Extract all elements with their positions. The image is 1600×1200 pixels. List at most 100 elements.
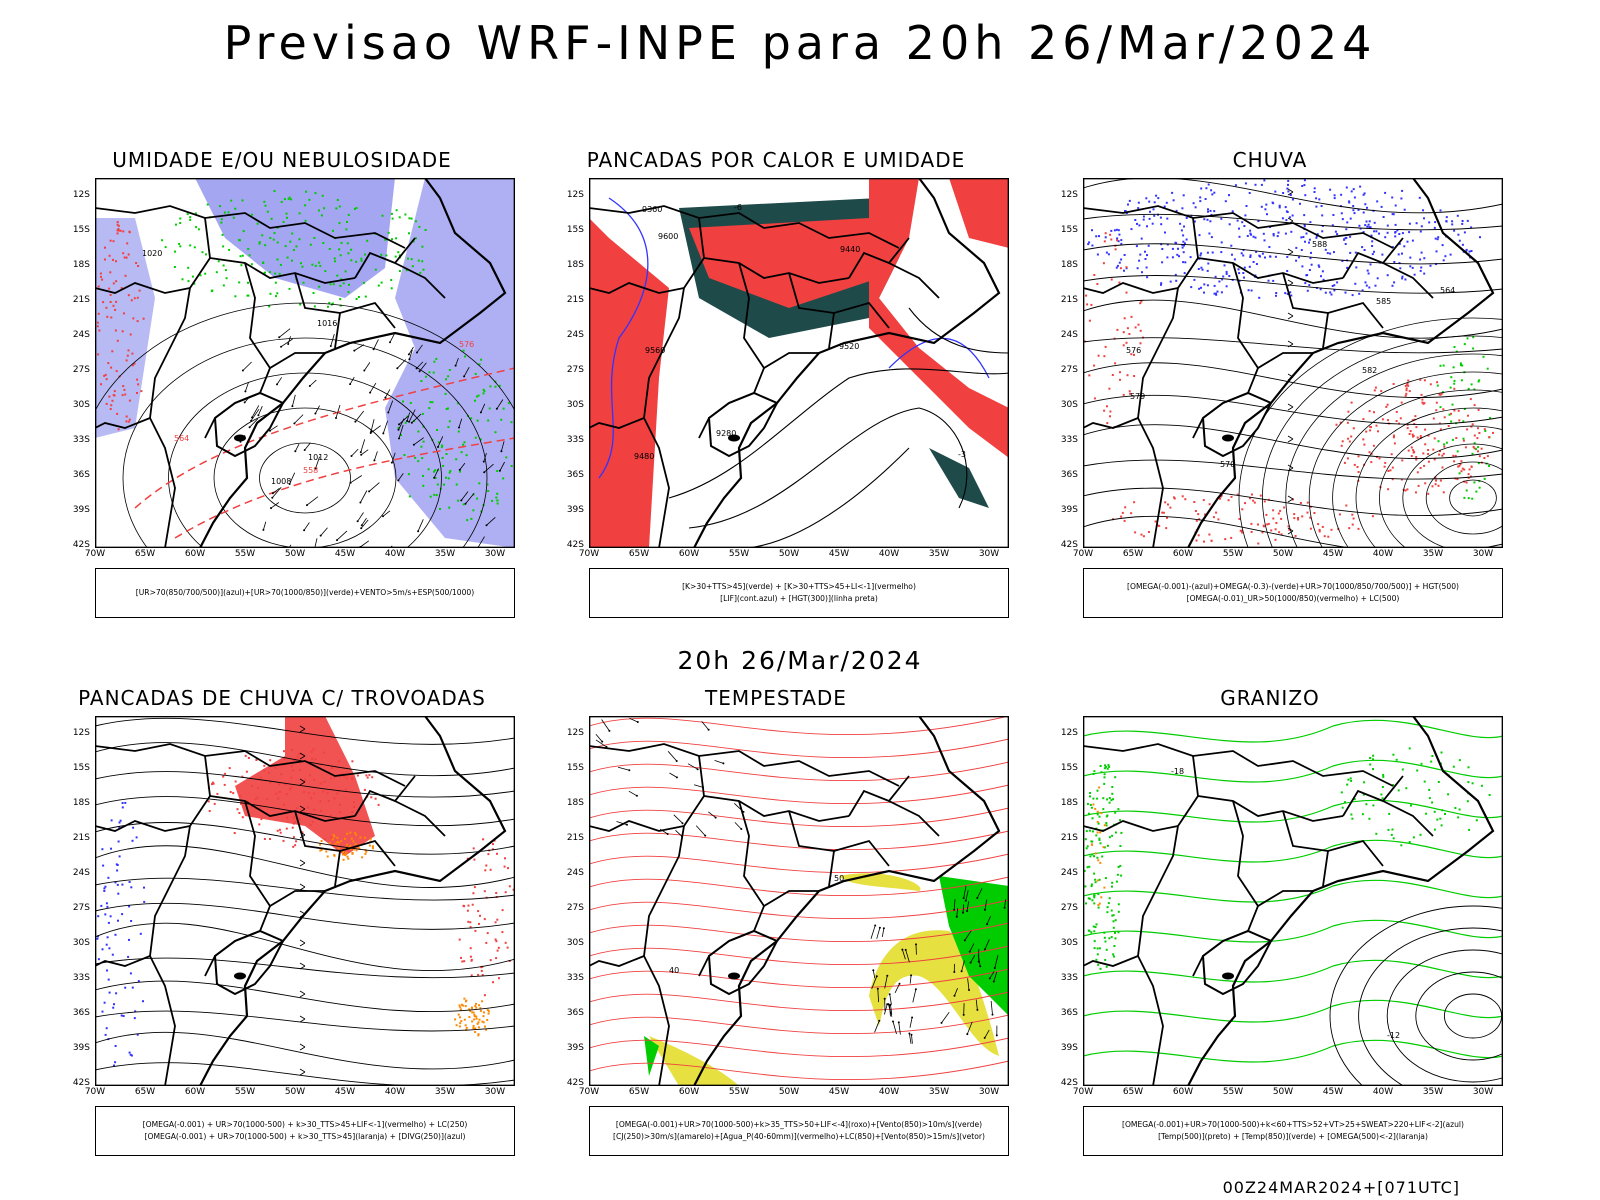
main-title: Previsao WRF-INPE para 20h 26/Mar/2024 <box>223 16 1377 70</box>
legend-line: [OMEGA(-0.001)+UR>70(1000-500)+k<60+TTS>… <box>1121 1120 1464 1129</box>
lat-tick-label: 24S <box>72 868 90 878</box>
panel-legend: [K>30+TTS>45](verde) + [K>30+TTS>45+LI<-… <box>589 568 1009 618</box>
lon-tick-label: 40W <box>384 1087 406 1097</box>
lon-tick-label: 70W <box>1072 549 1094 559</box>
lat-tick-label: 24S <box>1060 330 1078 340</box>
map-fields <box>95 716 515 1086</box>
lon-tick-label: 30W <box>978 549 1000 559</box>
legend-line: [K>30+TTS>45](verde) + [K>30+TTS>45+LI<-… <box>682 582 916 591</box>
lat-tick-label: 15S <box>566 225 584 235</box>
lat-tick-label: 39S <box>72 1043 90 1053</box>
lat-tick-label: 24S <box>566 330 584 340</box>
lat-tick-label: 30S <box>72 400 90 410</box>
lat-tick-label: 21S <box>72 833 90 843</box>
legend-line: [OMEGA(-0.001)+UR>70(1000-500)+k>35_TTS>… <box>615 1120 983 1129</box>
coastline-borders <box>589 178 1001 548</box>
lat-tick-label: 39S <box>566 505 584 515</box>
lon-tick-label: 45W <box>828 549 850 559</box>
contour-label: 588 <box>1312 240 1327 249</box>
lon-tick-label: 45W <box>334 1087 356 1097</box>
contour-label: 570 <box>1220 460 1235 469</box>
coastline-borders <box>95 178 507 548</box>
lon-tick-label: 60W <box>184 1087 206 1097</box>
map-fields <box>589 716 1009 1086</box>
panel-umidade: UMIDADE E/OU NEBULOSIDADE 12S 15S 18S 21S 24S… <box>62 148 515 628</box>
lat-tick-label: 36S <box>1060 1008 1078 1018</box>
lat-tick-label: 27S <box>566 903 584 913</box>
lat-tick-label: 21S <box>1060 295 1078 305</box>
lon-tick-label: 35W <box>434 549 456 559</box>
contour-label: 582 <box>1362 366 1377 375</box>
lon-tick-label: 70W <box>578 1087 600 1097</box>
lat-tick-label: 27S <box>1060 903 1078 913</box>
contour-label: 9520 <box>839 342 859 351</box>
coastline-borders <box>1083 178 1495 548</box>
panel-chuva: CHUVA 12S 15S 18S 21S 24S 27S 30S 33S 36S 39S 42S 70… <box>1050 148 1503 628</box>
map-frame <box>95 716 515 1086</box>
lat-tick-label: 15S <box>72 763 90 773</box>
contour-label: 9280 <box>716 429 736 438</box>
lat-tick-label: 27S <box>72 365 90 375</box>
lon-tick-label: 50W <box>284 549 306 559</box>
lon-tick-label: 55W <box>234 1087 256 1097</box>
contour-label: 1016 <box>317 319 337 328</box>
lat-tick-label: 21S <box>566 833 584 843</box>
lon-tick-label: 50W <box>778 1087 800 1097</box>
lon-tick-label: 40W <box>1372 549 1394 559</box>
valid-time-title: 20h 26/Mar/2024 <box>677 646 923 675</box>
lon-tick-label: 30W <box>484 549 506 559</box>
map-chuva: 585 588 582 576 570 564 579 <box>1083 178 1503 548</box>
map-fields <box>95 178 515 548</box>
lat-tick-label: 18S <box>566 260 584 270</box>
panel-legend: [OMEGA(-0.001) + UR>70(1000-500) + k>30_… <box>95 1106 515 1156</box>
lon-tick-label: 45W <box>828 1087 850 1097</box>
lat-tick-label: 36S <box>1060 470 1078 480</box>
lat-tick-label: 39S <box>72 505 90 515</box>
legend-line: [CJ(250)>30m/s](amarelo)+[Agua_P(40-60mm… <box>613 1132 985 1141</box>
panel-pancadas-calor: PANCADAS POR CALOR E UMIDADE 12S 15S 18S 21S… <box>556 148 1009 628</box>
panel-title: CHUVA <box>1232 148 1308 172</box>
contour-label: 1008 <box>271 477 291 486</box>
lat-tick-label: 42S <box>566 1078 584 1088</box>
lon-tick-label: 55W <box>728 549 750 559</box>
lon-tick-label: 35W <box>928 1087 950 1097</box>
lat-tick-label: 33S <box>566 435 584 445</box>
panel-legend: [OMEGA(-0.001)+UR>70(1000-500)+k>35_TTS>… <box>589 1106 1009 1156</box>
lon-tick-label: 55W <box>234 549 256 559</box>
contour-label: 576 <box>1126 346 1141 355</box>
lon-tick-label: 55W <box>1222 1087 1244 1097</box>
legend-line: [OMEGA(-0.001) + UR>70(1000-500) + k>30_… <box>144 1132 466 1141</box>
lon-tick-label: 40W <box>878 549 900 559</box>
lat-tick-label: 27S <box>566 365 584 375</box>
contour-label: 9440 <box>840 245 860 254</box>
lon-tick-label: 55W <box>728 1087 750 1097</box>
contour-label: -12 <box>1387 1031 1400 1040</box>
lat-tick-label: 15S <box>566 763 584 773</box>
lat-tick-label: 30S <box>72 938 90 948</box>
map-frame <box>589 178 1009 548</box>
contour-label: -3 <box>958 450 966 459</box>
map-frame <box>1083 716 1503 1086</box>
panel-legend: [OMEGA(-0.001)-(azul)+OMEGA(-0.3)-(verde… <box>1083 568 1503 618</box>
legend-line: [OMEGA(-0.001) + UR>70(1000-500) + k>30_… <box>142 1120 468 1129</box>
lon-tick-label: 35W <box>434 1087 456 1097</box>
lat-tick-label: 24S <box>566 868 584 878</box>
contour-label: 9560 <box>645 346 665 355</box>
lat-tick-label: 42S <box>1060 540 1078 550</box>
lon-tick-label: 70W <box>578 549 600 559</box>
contour-label: 9600 <box>658 232 678 241</box>
lon-tick-label: 45W <box>1322 549 1344 559</box>
lat-tick-label: 42S <box>566 540 584 550</box>
lon-tick-label: 40W <box>384 549 406 559</box>
contour-label: 40 <box>669 966 679 975</box>
contour-label: 1020 <box>142 249 162 258</box>
panel-title: UMIDADE E/OU NEBULOSIDADE <box>112 148 452 172</box>
lon-tick-label: 60W <box>678 1087 700 1097</box>
lon-tick-label: 65W <box>628 1087 650 1097</box>
lon-tick-label: 30W <box>1472 1087 1494 1097</box>
panel-title: PANCADAS POR CALOR E UMIDADE <box>586 148 966 172</box>
lon-tick-label: 60W <box>1172 1087 1194 1097</box>
contour-label: 579 <box>1130 392 1145 401</box>
lat-tick-label: 15S <box>1060 763 1078 773</box>
lat-tick-label: 24S <box>72 330 90 340</box>
